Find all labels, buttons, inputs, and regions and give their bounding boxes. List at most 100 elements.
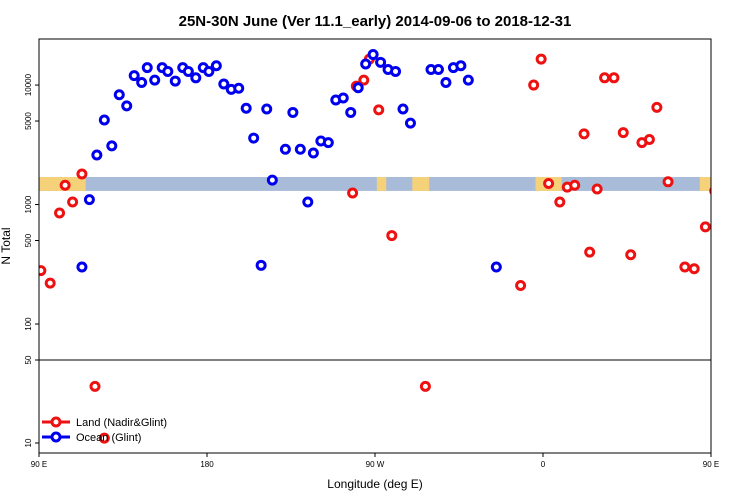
land-point bbox=[347, 187, 359, 199]
ocean-point bbox=[182, 65, 194, 77]
land-point bbox=[608, 72, 620, 84]
land-point bbox=[554, 196, 566, 208]
land-point bbox=[651, 101, 663, 113]
land-point bbox=[543, 178, 555, 190]
land-point bbox=[729, 279, 737, 287]
legend-item-ocean: Ocean (Glint) bbox=[42, 431, 141, 444]
ocean-point bbox=[255, 259, 267, 271]
land-point bbox=[54, 207, 66, 219]
land-point bbox=[591, 183, 603, 195]
x-tick-label: 0 bbox=[541, 460, 546, 469]
ocean-point bbox=[261, 103, 273, 115]
ocean-point bbox=[287, 106, 299, 118]
land-point bbox=[578, 128, 590, 140]
land-point bbox=[662, 176, 674, 188]
ocean-point bbox=[375, 56, 387, 68]
data-points bbox=[39, 49, 749, 444]
land-point bbox=[89, 380, 101, 392]
y-axis-label: N Total bbox=[0, 227, 13, 264]
land-point bbox=[720, 265, 728, 273]
y-tick-label: 100 bbox=[24, 317, 33, 331]
ocean-point bbox=[190, 72, 202, 84]
land-point bbox=[679, 261, 691, 273]
ocean-point bbox=[248, 132, 260, 144]
land-point bbox=[599, 72, 611, 84]
x-tick-label: 90 E bbox=[703, 460, 719, 469]
band-land-segment bbox=[699, 177, 711, 191]
ocean-point bbox=[397, 103, 409, 115]
ocean-point bbox=[113, 89, 125, 101]
x-tick-label: 180 bbox=[200, 460, 214, 469]
ocean-point bbox=[149, 74, 161, 86]
legend-marker-land bbox=[50, 416, 62, 428]
land-point bbox=[386, 230, 398, 242]
y-tick-label: 5000 bbox=[24, 112, 33, 130]
land-point bbox=[569, 179, 581, 191]
land-point bbox=[709, 186, 711, 195]
ocean-point bbox=[455, 60, 467, 72]
ocean-point bbox=[462, 74, 474, 86]
ocean-point bbox=[83, 194, 95, 206]
ocean-point bbox=[210, 60, 222, 72]
band-land-segment bbox=[412, 177, 430, 191]
legend-label-land: Land (Nadir&Glint) bbox=[76, 417, 167, 429]
land-point bbox=[76, 168, 88, 180]
land-point bbox=[515, 280, 527, 292]
legend-marker-ocean bbox=[50, 431, 62, 443]
ocean-point bbox=[76, 261, 88, 273]
y-tick-label: 500 bbox=[24, 233, 33, 247]
legend: Land (Nadir&Glint) Ocean (Glint) bbox=[42, 416, 167, 444]
ocean-point bbox=[345, 106, 357, 118]
band-land-segment bbox=[376, 177, 387, 191]
ocean-point bbox=[98, 114, 110, 126]
land-point bbox=[688, 263, 700, 275]
land-point bbox=[643, 134, 655, 146]
ocean-point bbox=[322, 137, 334, 149]
ocean-point bbox=[337, 92, 349, 104]
ocean-point bbox=[136, 77, 148, 89]
plot-area bbox=[38, 38, 749, 454]
ocean-point bbox=[432, 63, 444, 75]
ocean-point bbox=[240, 102, 252, 114]
ocean-point bbox=[203, 65, 215, 77]
ocean-point bbox=[367, 49, 379, 61]
land-point bbox=[98, 432, 110, 444]
chart-title: 25N-30N June (Ver 11.1_early) 2014-09-06… bbox=[179, 13, 572, 30]
ocean-point bbox=[141, 62, 153, 74]
ocean-point bbox=[390, 65, 402, 77]
land-point bbox=[528, 79, 540, 91]
ocean-point bbox=[307, 147, 319, 159]
land-point bbox=[699, 221, 711, 233]
land-point bbox=[358, 74, 370, 86]
y-tick-label: 1000 bbox=[24, 195, 33, 213]
legend-item-land: Land (Nadir&Glint) bbox=[42, 416, 167, 429]
land-point bbox=[39, 265, 47, 277]
legend-label-ocean: Ocean (Glint) bbox=[76, 432, 141, 444]
ocean-point bbox=[490, 261, 502, 273]
y-axis: 10 50 100 500 1000 5000 10000 bbox=[24, 73, 39, 447]
ocean-point bbox=[404, 117, 416, 129]
coverage-band bbox=[39, 177, 711, 191]
ocean-point bbox=[360, 58, 372, 70]
y-tick-label: 10000 bbox=[24, 73, 33, 96]
ocean-point bbox=[128, 70, 140, 82]
x-axis: 90 E 180 90 W 0 90 E bbox=[31, 453, 719, 469]
ocean-point bbox=[121, 100, 133, 112]
ocean-point bbox=[169, 75, 181, 87]
land-point bbox=[535, 53, 547, 65]
ocean-point bbox=[162, 65, 174, 77]
land-point bbox=[67, 196, 79, 208]
ocean-point bbox=[91, 149, 103, 161]
x-tick-label: 90 W bbox=[366, 460, 385, 469]
y-tick-label: 10 bbox=[24, 438, 33, 447]
ocean-point bbox=[302, 196, 314, 208]
ocean-point bbox=[106, 140, 118, 152]
ocean-point bbox=[440, 77, 452, 89]
ocean-point bbox=[279, 143, 291, 155]
x-tick-label: 90 E bbox=[31, 460, 47, 469]
ocean-point bbox=[294, 143, 306, 155]
land-point bbox=[741, 209, 749, 217]
plot-frame bbox=[38, 38, 712, 454]
ocean-point bbox=[218, 78, 230, 90]
band-ocean bbox=[39, 177, 711, 191]
